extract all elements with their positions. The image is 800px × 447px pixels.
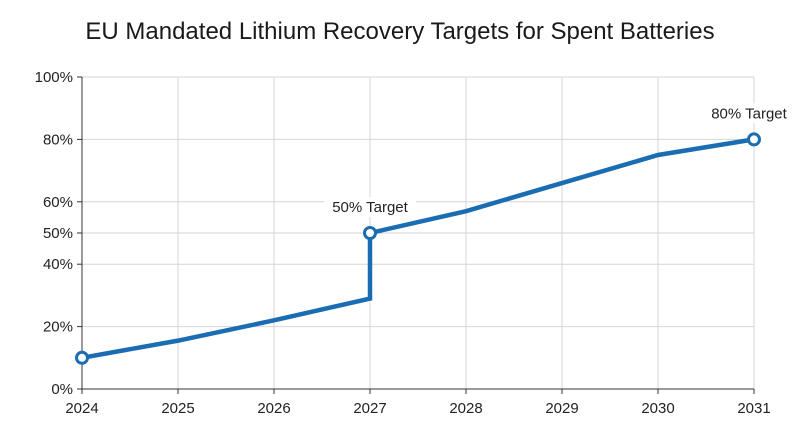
annotation-label: 80% Target bbox=[711, 105, 787, 122]
y-tick-label: 40% bbox=[43, 256, 73, 273]
chart-title: EU Mandated Lithium Recovery Targets for… bbox=[85, 18, 715, 45]
data-point-marker bbox=[75, 350, 89, 365]
series-line bbox=[81, 137, 755, 361]
y-tick-label: 60% bbox=[43, 194, 73, 211]
y-tick-label: 0% bbox=[51, 381, 73, 398]
annotation-label: 50% Target bbox=[332, 199, 408, 216]
data-point-marker bbox=[363, 226, 377, 240]
x-tick-label: 2028 bbox=[449, 400, 482, 417]
data-point-marker bbox=[747, 132, 761, 147]
annotation-background bbox=[703, 103, 795, 124]
x-tick-label: 2029 bbox=[545, 400, 578, 417]
y-tick-label: 50% bbox=[43, 225, 73, 242]
annotation-background bbox=[324, 197, 416, 217]
y-tick-label: 80% bbox=[43, 131, 73, 148]
y-tick-label: 20% bbox=[43, 319, 73, 336]
x-tick-label: 2031 bbox=[737, 400, 770, 417]
x-tick-label: 2024 bbox=[65, 400, 98, 417]
x-tick-label: 2030 bbox=[641, 400, 674, 417]
x-tick-label: 2026 bbox=[257, 400, 290, 417]
y-tick-label: 100% bbox=[35, 69, 73, 86]
x-tick-label: 2027 bbox=[353, 400, 386, 417]
x-tick-label: 2025 bbox=[161, 400, 194, 417]
